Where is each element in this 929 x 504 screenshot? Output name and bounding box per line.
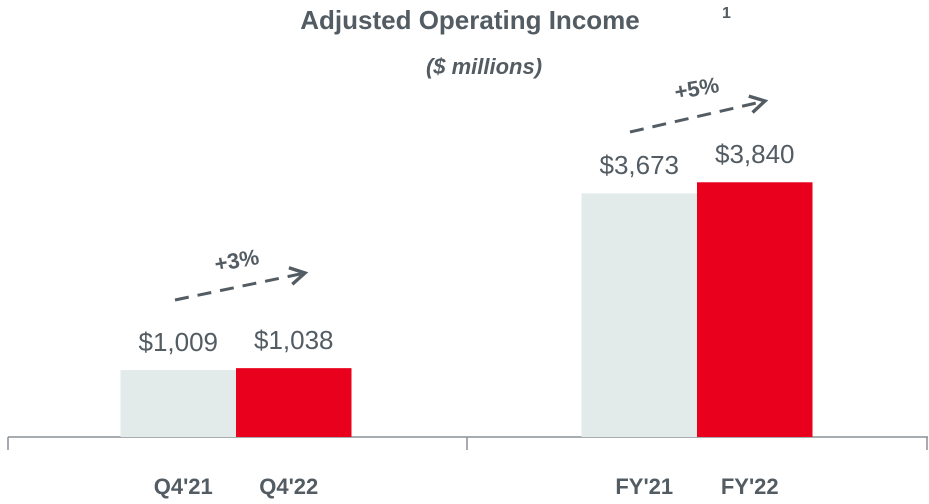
x-tick-label: Q4'21 (154, 474, 213, 499)
bar (697, 182, 813, 437)
growth-arrow (174, 266, 309, 302)
x-tick-label: Q4'22 (259, 474, 318, 499)
growth-arrow (629, 94, 769, 134)
bar (581, 193, 697, 437)
x-tick-label: FY'22 (721, 474, 779, 499)
growth-annotation: +5% (673, 72, 721, 104)
chart-subtitle: ($ millions) (426, 54, 542, 79)
bar (120, 370, 236, 437)
x-tick-label: FY'21 (615, 474, 673, 499)
growth-annotation: +3% (213, 244, 261, 276)
chart-title: Adjusted Operating Income (300, 5, 640, 35)
value-label: $3,840 (715, 139, 795, 169)
title-footnote: 1 (722, 5, 731, 22)
value-label: $1,038 (254, 325, 334, 355)
value-label: $3,673 (599, 150, 679, 180)
value-label: $1,009 (138, 327, 218, 357)
bar (236, 368, 352, 437)
